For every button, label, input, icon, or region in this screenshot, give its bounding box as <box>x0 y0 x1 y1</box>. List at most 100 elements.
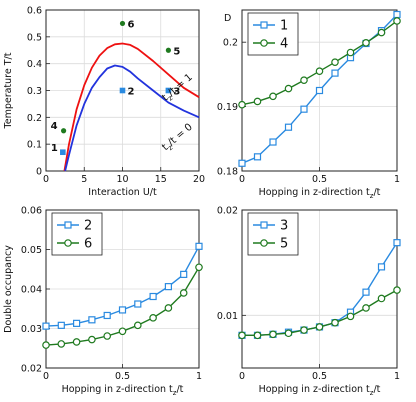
legend-marker <box>64 239 72 247</box>
annotation-tz-0: tz/t = 0 <box>160 122 196 155</box>
legend-label: 4 <box>280 37 288 52</box>
data-point <box>164 283 172 291</box>
y-tick-label: 0.19 <box>217 102 238 113</box>
data-point <box>103 332 112 340</box>
x-tick-label: 0.5 <box>312 174 327 185</box>
legend-marker <box>260 21 268 29</box>
series-line <box>64 64 200 172</box>
x-tick-label: 0 <box>239 371 245 382</box>
y-tick-label: 0.3 <box>27 86 42 97</box>
data-point <box>253 331 262 340</box>
legend-marker <box>260 221 268 229</box>
data-point <box>72 319 81 327</box>
data-point <box>315 86 324 95</box>
data-point <box>57 321 65 329</box>
legend-box <box>51 212 103 256</box>
data-point <box>315 323 324 331</box>
y-tick-label: 0.03 <box>21 324 42 335</box>
data-point <box>238 331 246 340</box>
data-point <box>393 286 401 294</box>
phase-point-6 <box>119 20 126 27</box>
data-point <box>57 340 66 348</box>
data-point <box>149 292 157 301</box>
data-point <box>195 263 203 272</box>
data-point <box>377 294 386 303</box>
data-point <box>72 338 81 346</box>
phase-point-3 <box>165 87 172 94</box>
legend-box <box>247 212 299 256</box>
data-point <box>393 17 401 25</box>
data-point <box>346 48 355 57</box>
x-tick-label: 1 <box>394 371 400 382</box>
y-tick-label: 0.04 <box>21 285 42 296</box>
legend-marker <box>260 39 268 47</box>
y-tick-label: 0.2 <box>223 38 238 49</box>
data-point <box>179 289 188 297</box>
x-axis-label: Hopping in z-direction tz/t <box>62 384 184 397</box>
legend-box <box>247 12 299 56</box>
data-point <box>300 326 308 334</box>
x-tick-label: 0 <box>43 371 49 382</box>
data-point <box>362 39 370 47</box>
data-point <box>300 105 308 113</box>
data-point <box>42 322 50 330</box>
legend-label: 1 <box>280 19 288 34</box>
x-tick-label: 10 <box>116 174 128 185</box>
x-tick-label: 5 <box>81 174 87 185</box>
data-point <box>346 312 355 321</box>
y-axis-label: Double occupancy <box>3 245 14 333</box>
x-tick-label: 0.5 <box>115 371 130 382</box>
data-point <box>164 304 173 312</box>
x-tick-label: 0.5 <box>312 371 327 382</box>
y-tick-label: 0.6 <box>27 6 42 17</box>
data-point <box>253 97 262 106</box>
data-point <box>118 306 127 314</box>
data-point <box>393 239 401 247</box>
y-tick-label: 0.18 <box>217 167 238 178</box>
data-point <box>180 270 188 278</box>
x-tick-label: 0 <box>239 174 245 185</box>
legend-marker <box>64 221 72 229</box>
legend-label: 6 <box>84 237 92 252</box>
data-point <box>284 123 293 131</box>
y-tick-label: 0.02 <box>217 206 238 217</box>
data-point <box>377 28 386 37</box>
data-point <box>134 321 142 330</box>
data-point <box>362 288 370 296</box>
panel-title: D <box>224 13 231 24</box>
y-tick-label: 0.06 <box>21 206 42 217</box>
x-tick-label: 15 <box>155 174 167 185</box>
data-point <box>195 242 203 250</box>
data-point <box>331 69 339 77</box>
data-point <box>134 300 142 308</box>
data-point <box>238 159 246 167</box>
y-tick-label: 0.5 <box>27 32 42 43</box>
legend-label: 3 <box>280 219 288 234</box>
phase-point-label: 1 <box>51 143 58 154</box>
x-tick-label: 0 <box>43 174 49 185</box>
annotation-tz-1: tz/t = 1 <box>160 72 196 105</box>
data-point <box>315 67 324 75</box>
y-tick-label: 0.05 <box>21 245 42 256</box>
legend: 35 <box>247 212 299 256</box>
phase-point-label: 6 <box>128 19 135 30</box>
x-axis-label: Hopping in z-direction tz/t <box>259 384 381 397</box>
data-point <box>269 330 277 339</box>
y-tick-label: 0.2 <box>27 113 42 124</box>
legend-label: 5 <box>280 237 288 252</box>
phase-point-label: 3 <box>173 87 180 98</box>
x-tick-label: 20 <box>193 174 205 185</box>
phase-point-4 <box>60 128 67 134</box>
data-point <box>331 318 339 327</box>
data-point <box>269 138 277 146</box>
phase-point-2 <box>119 87 126 94</box>
data-point <box>88 316 96 324</box>
legend-marker <box>260 239 268 247</box>
phase-point-5 <box>165 47 171 53</box>
phase-point-label: 2 <box>128 87 135 98</box>
